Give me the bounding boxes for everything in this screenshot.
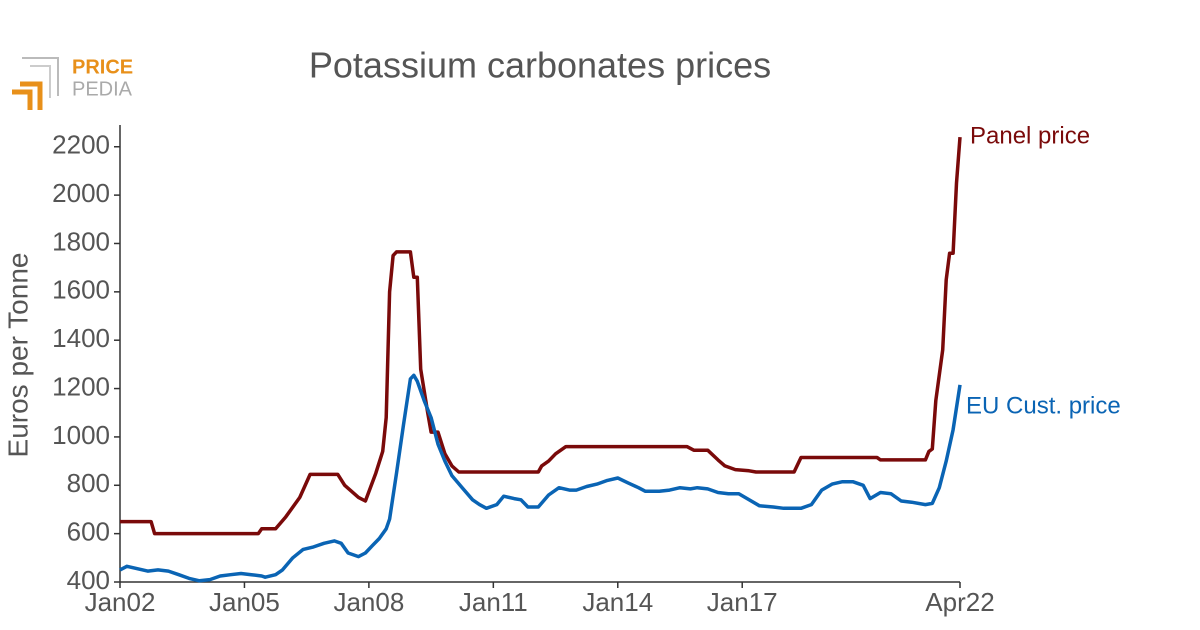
y-tick-label: 400 (67, 565, 110, 595)
series-line (119, 373, 962, 583)
logo-top: PRICE (72, 56, 133, 78)
y-tick-label: 1400 (52, 323, 110, 353)
x-tick-label: Jan05 (209, 587, 280, 617)
x-tick-label: Jan17 (707, 587, 778, 617)
y-axis-label: Euros per Tonne (2, 253, 33, 458)
legend-label: Panel price (970, 122, 1090, 149)
chart-title: Potassium carbonates prices (309, 45, 771, 86)
y-tick-label: 2000 (52, 178, 110, 208)
logo-bottom: PEDIA (72, 78, 133, 100)
y-tick-label: 1600 (52, 275, 110, 305)
y-tick-label: 1200 (52, 371, 110, 401)
x-tick-label: Jan08 (333, 587, 404, 617)
y-tick-label: 1800 (52, 226, 110, 256)
x-tick-label: Jan14 (582, 587, 653, 617)
x-tick-label: Jan02 (85, 587, 156, 617)
x-tick-label: Jan11 (459, 587, 528, 617)
series-line (120, 136, 962, 536)
y-tick-label: 2200 (52, 130, 110, 160)
y-tick-label: 600 (67, 517, 110, 547)
legend-label: EU Cust. price (966, 392, 1121, 419)
y-tick-label: 1000 (52, 420, 110, 450)
x-tick-label: Apr22 (925, 587, 994, 617)
logo: PRICE PEDIA (12, 56, 133, 110)
y-tick-label: 800 (67, 468, 110, 498)
